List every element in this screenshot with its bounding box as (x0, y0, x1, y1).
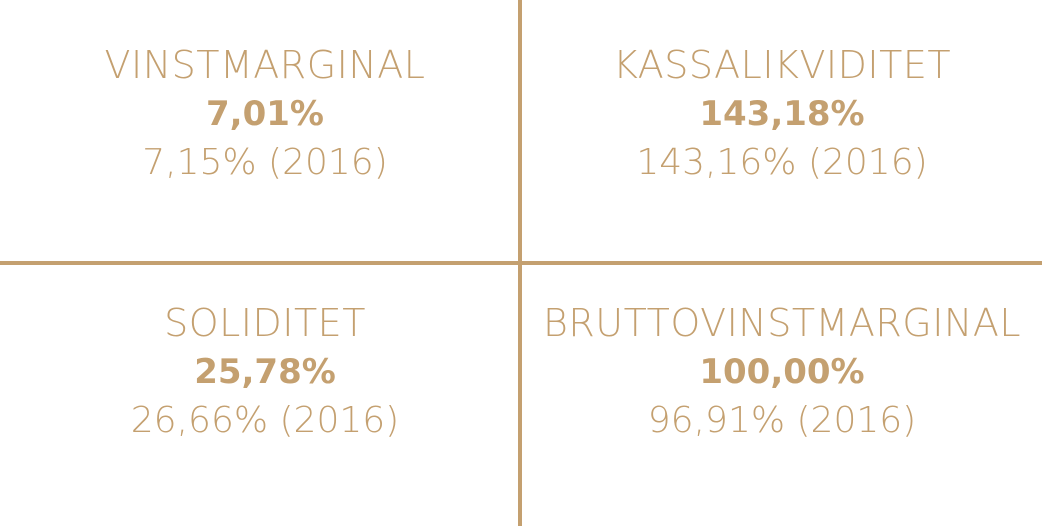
metric-label: VINSTMARGINAL (104, 43, 426, 87)
metric-prior-value: 7,15% (2016) (142, 142, 388, 183)
metric-value: 100,00% (699, 352, 865, 392)
metric-prior-value: 26,66% (2016) (130, 400, 400, 441)
metric-vinstmarginal: VINSTMARGINAL 7,01% 7,15% (2016) (0, 40, 530, 188)
metric-kassalikviditet: KASSALIKVIDITET 143,18% 143,16% (2016) (522, 40, 1042, 188)
metric-value: 7,01% (206, 94, 324, 134)
horizontal-divider (0, 261, 1042, 265)
metric-label: BRUTTOVINSTMARGINAL (543, 301, 1021, 345)
metric-prior-value: 96,91% (2016) (647, 400, 917, 441)
metric-value: 143,18% (699, 94, 865, 134)
metric-label: SOLIDITET (164, 301, 366, 345)
metric-value: 25,78% (194, 352, 336, 392)
metric-bruttovinstmarginal: BRUTTOVINSTMARGINAL 100,00% 96,91% (2016… (522, 298, 1042, 446)
metric-soliditet: SOLIDITET 25,78% 26,66% (2016) (0, 298, 530, 446)
metric-label: KASSALIKVIDITET (612, 43, 952, 87)
metric-prior-value: 143,16% (2016) (636, 142, 928, 183)
